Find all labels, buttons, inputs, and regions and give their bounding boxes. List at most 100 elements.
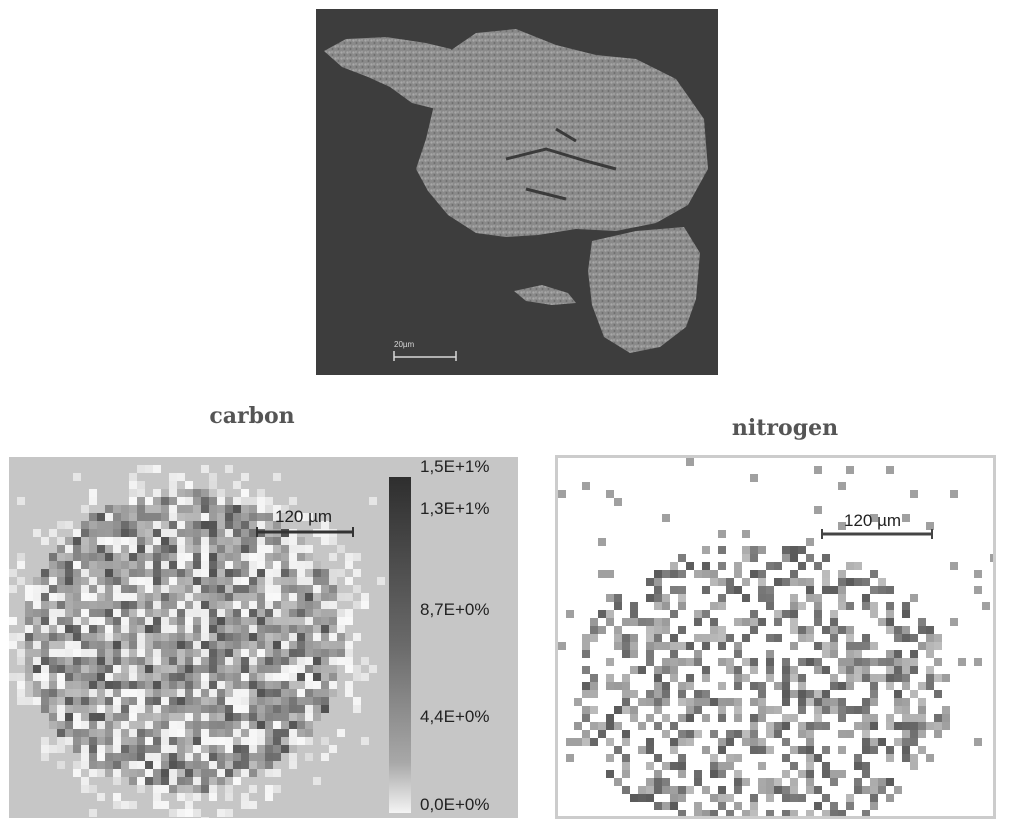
nitrogen-pixel [718,578,726,586]
carbon-pixel [281,601,289,609]
carbon-pixel [97,689,105,697]
nitrogen-pixel [926,642,934,650]
carbon-pixel [257,625,265,633]
nitrogen-pixel [654,690,662,698]
carbon-pixel [81,585,89,593]
carbon-pixel [121,569,129,577]
carbon-pixel [41,681,49,689]
carbon-pixel [209,529,217,537]
carbon-pixel [345,561,353,569]
carbon-pixel [145,705,153,713]
carbon-pixel [329,553,337,561]
carbon-pixel [129,721,137,729]
nitrogen-pixel [566,738,574,746]
carbon-pixel [129,761,137,769]
nitrogen-pixel [790,674,798,682]
carbon-pixel [209,777,217,785]
carbon-pixel [193,681,201,689]
carbon-pixel [265,601,273,609]
nitrogen-pixel [630,602,638,610]
carbon-pixel [185,705,193,713]
nitrogen-pixel [854,778,862,786]
particle-cracks [505,127,617,201]
carbon-pixel [249,649,257,657]
nitrogen-pixel [670,650,678,658]
nitrogen-pixel [918,706,926,714]
nitrogen-pixel [718,802,726,810]
nitrogen-pixel [622,634,630,642]
carbon-pixel [145,609,153,617]
carbon-pixel [305,657,313,665]
carbon-pixel [281,609,289,617]
carbon-pixel [113,681,121,689]
carbon-pixel [233,513,241,521]
nitrogen-pixel [894,650,902,658]
carbon-pixel [273,641,281,649]
carbon-pixel [121,753,129,761]
carbon-pixel [121,801,129,809]
nitrogen-pixel [662,682,670,690]
carbon-pixel [329,585,337,593]
carbon-pixel [57,545,65,553]
carbon-pixel [377,577,385,585]
nitrogen-pixel [782,714,790,722]
carbon-pixel [161,545,169,553]
carbon-pixel [129,537,137,545]
nitrogen-pixel [718,642,726,650]
carbon-pixel [153,657,161,665]
nitrogen-pixel [606,610,614,618]
carbon-pixel [177,513,185,521]
carbon-pixel [209,697,217,705]
carbon-pixel [177,697,185,705]
carbon-pixel [113,561,121,569]
nitrogen-pixel [870,698,878,706]
carbon-pixel [289,537,297,545]
carbon-pixel [137,609,145,617]
nitrogen-pixel [862,698,870,706]
nitrogen-pixel [782,722,790,730]
nitrogen-pixel [622,690,630,698]
carbon-pixel [225,609,233,617]
carbon-pixel [153,521,161,529]
carbon-pixel [73,665,81,673]
carbon-pixel [145,745,153,753]
nitrogen-pixel [798,730,806,738]
carbon-pixel [153,737,161,745]
nitrogen-pixel [798,602,806,610]
carbon-pixel [217,617,225,625]
carbon-pixel [73,713,81,721]
carbon-pixel [137,705,145,713]
carbon-pixel [105,585,113,593]
carbon-pixel [153,593,161,601]
carbon-pixel [305,697,313,705]
carbon-pixel [257,689,265,697]
nitrogen-pixel [606,738,614,746]
carbon-pixel [249,641,257,649]
nitrogen-pixel [734,786,742,794]
carbon-pixel [313,689,321,697]
carbon-pixel [161,777,169,785]
carbon-pixel [57,585,65,593]
carbon-pixel [217,769,225,777]
carbon-pixel [129,681,137,689]
carbon-pixel [225,521,233,529]
nitrogen-pixel [694,634,702,642]
carbon-pixel [113,673,121,681]
nitrogen-pixel [702,634,710,642]
nitrogen-pixel [694,690,702,698]
carbon-pixel [97,737,105,745]
carbon-pixel [305,617,313,625]
carbon-pixel [265,585,273,593]
carbon-pixel [121,585,129,593]
carbon-pixel [241,585,249,593]
nitrogen-pixel [678,626,686,634]
carbon-pixel [89,689,97,697]
carbon-pixel [209,657,217,665]
nitrogen-pixel [654,786,662,794]
carbon-pixel [41,657,49,665]
carbon-pixel [321,625,329,633]
carbon-pixel [289,697,297,705]
carbon-pixel [249,673,257,681]
sem-micrograph: 20µm [316,9,718,375]
carbon-pixel [89,569,97,577]
